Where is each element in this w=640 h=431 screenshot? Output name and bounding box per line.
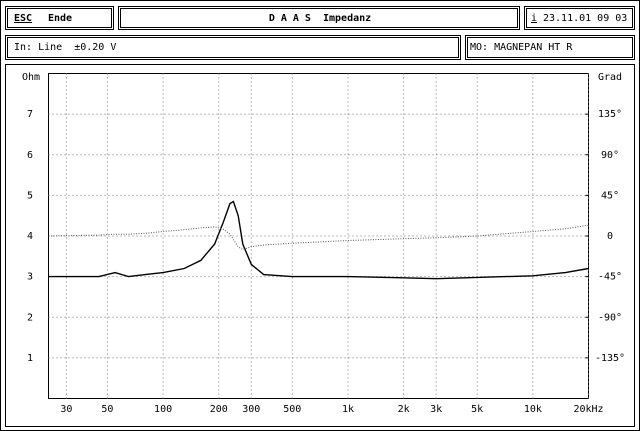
x-tick-label: 10k — [524, 404, 542, 415]
date-box-inner — [526, 8, 633, 28]
x-tick-label: 300 — [242, 404, 260, 415]
x-tick-label: 500 — [283, 404, 301, 415]
y-tick-label: 5 — [27, 190, 33, 201]
x-tick-label: 3k — [430, 404, 442, 415]
y-axis-label: Ohm — [22, 72, 40, 83]
title-box-inner — [120, 8, 518, 28]
date-box — [524, 6, 635, 30]
impedance-line — [48, 200, 589, 280]
esc-box-inner — [7, 8, 112, 28]
y-tick-label: 2 — [27, 312, 33, 323]
esc-key: ESC — [14, 13, 32, 24]
x-tick-label: 1k — [342, 404, 354, 415]
x-tick-label: 100 — [154, 404, 172, 415]
plot-frame — [5, 64, 635, 427]
input-setting: In: Line ±0.20 V — [14, 42, 116, 53]
x-tick-label: 2k — [398, 404, 410, 415]
y-tick-label: 6 — [27, 150, 33, 161]
model-box-inner — [467, 37, 633, 58]
title-box — [118, 6, 520, 30]
title: D A A S Impedanz — [269, 13, 371, 24]
x-tick-label: 50 — [101, 404, 113, 415]
info-key[interactable]: i — [531, 13, 537, 24]
input-box-inner — [7, 37, 459, 58]
model-box — [465, 35, 635, 60]
esc-box[interactable] — [5, 6, 114, 30]
y2-tick-label: 90° — [601, 150, 619, 161]
y2-tick-label: 45° — [601, 190, 619, 201]
x-tick-label: 200 — [210, 404, 228, 415]
datetime: 23.11.01 09 03 — [543, 13, 627, 24]
y2-axis-label: Grad — [598, 72, 622, 83]
esc-label: Ende — [48, 13, 72, 24]
y2-tick-label: -90° — [598, 312, 622, 323]
y2-tick-label: 0 — [607, 231, 613, 242]
x-tick-label: 30 — [60, 404, 72, 415]
y2-tick-label: -45° — [598, 272, 622, 283]
y-tick-label: 3 — [27, 272, 33, 283]
x-tick-label: 5k — [471, 404, 483, 415]
model: MO: MAGNEPAN HT R — [470, 42, 573, 53]
y-tick-label: 4 — [27, 231, 33, 242]
y2-tick-label: -135° — [595, 353, 625, 364]
y2-tick-label: 135° — [598, 109, 622, 120]
phase-line — [48, 224, 589, 251]
y-tick-label: 7 — [27, 109, 33, 120]
x-tick-label: 20kHz — [573, 404, 603, 415]
y-tick-label: 1 — [27, 353, 33, 364]
input-box — [5, 35, 461, 60]
